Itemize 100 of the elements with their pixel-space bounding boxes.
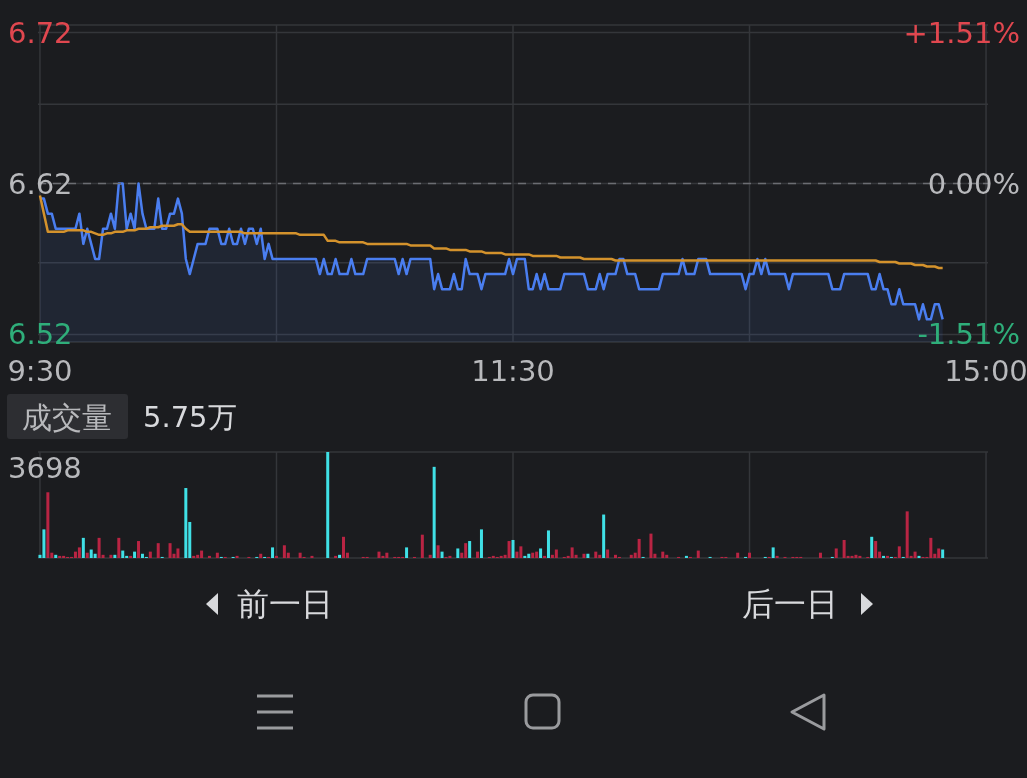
bar — [917, 555, 921, 558]
bar — [550, 554, 554, 558]
bar — [511, 539, 515, 558]
bar — [428, 554, 432, 558]
bar — [499, 555, 503, 558]
bar — [113, 554, 117, 558]
bar — [649, 533, 653, 558]
x-tick-label: 11:30 — [471, 354, 555, 388]
bar — [121, 550, 125, 558]
bar — [606, 549, 610, 558]
bar — [818, 552, 822, 558]
bar — [168, 543, 172, 558]
bar — [775, 555, 779, 558]
y2-tick-label: -1.51% — [917, 317, 1020, 352]
bar — [598, 554, 602, 558]
bar — [637, 538, 641, 558]
bar — [491, 555, 495, 558]
bar — [582, 553, 586, 558]
bar — [696, 550, 700, 558]
bar — [377, 551, 381, 558]
bar — [133, 551, 137, 558]
bar — [546, 530, 550, 558]
bar — [736, 552, 740, 558]
bar — [929, 537, 933, 558]
bar — [405, 547, 409, 558]
bar — [854, 554, 858, 558]
bar — [586, 553, 590, 558]
x-tick-label: 15:00 — [944, 354, 1027, 388]
bar — [298, 552, 302, 558]
bar — [476, 551, 480, 558]
bar — [629, 554, 633, 558]
y2-tick-label: +1.51% — [903, 15, 1020, 50]
bar — [93, 553, 97, 558]
bar — [468, 541, 472, 558]
bar — [594, 551, 598, 558]
bar — [432, 466, 436, 558]
bar — [539, 548, 543, 558]
bar — [842, 539, 846, 558]
bar — [381, 555, 385, 558]
bar — [81, 537, 85, 558]
bar — [140, 553, 144, 558]
bar — [342, 536, 345, 558]
bar — [192, 555, 196, 558]
bar — [519, 546, 523, 558]
bar — [338, 554, 342, 558]
bar — [858, 555, 862, 558]
bar — [184, 488, 188, 558]
bar — [554, 549, 558, 558]
bar — [200, 550, 204, 558]
x-tick-label: 9:30 — [7, 354, 73, 388]
bar — [834, 548, 838, 558]
bar — [54, 554, 58, 558]
text: 后一日 — [742, 585, 838, 623]
bar — [215, 552, 219, 558]
bar — [531, 552, 535, 558]
bar — [85, 552, 89, 558]
bar — [77, 547, 81, 558]
y2-tick-label: 0.00% — [927, 166, 1020, 201]
bar — [235, 555, 239, 558]
bar — [748, 552, 752, 558]
bar — [870, 536, 874, 558]
bar — [661, 551, 665, 558]
bar — [941, 549, 945, 558]
annotation: 3698 — [8, 451, 82, 485]
bar — [456, 548, 460, 558]
bar — [543, 555, 547, 558]
bar — [259, 553, 263, 558]
bar — [937, 548, 941, 558]
bar — [882, 555, 886, 558]
bar — [420, 534, 424, 558]
bar — [897, 546, 901, 558]
bar — [129, 555, 133, 558]
y-tick-label: 6.52 — [8, 317, 73, 352]
bar — [310, 555, 314, 558]
bar — [527, 553, 531, 558]
bar — [850, 555, 854, 558]
bar — [440, 551, 444, 558]
bar — [125, 555, 129, 558]
bar — [46, 492, 50, 558]
bar — [274, 555, 278, 558]
bar — [874, 541, 878, 558]
y-tick-label: 6.62 — [8, 166, 73, 201]
y-tick-label: 6.72 — [8, 15, 73, 50]
bar — [137, 541, 141, 558]
text: 前一日 — [237, 585, 333, 623]
bar — [58, 555, 62, 558]
bar — [570, 547, 574, 558]
bar — [448, 555, 452, 558]
bar — [282, 545, 286, 558]
bar — [42, 529, 46, 558]
line-series — [38, 194, 944, 270]
bar — [73, 551, 77, 558]
bar — [507, 541, 511, 558]
bar — [602, 514, 606, 558]
bar — [913, 551, 917, 558]
bar — [479, 529, 483, 558]
bar — [196, 554, 200, 558]
bar — [207, 555, 211, 558]
bar — [684, 555, 688, 558]
chart-subtitle: 5.75万 — [143, 400, 237, 434]
